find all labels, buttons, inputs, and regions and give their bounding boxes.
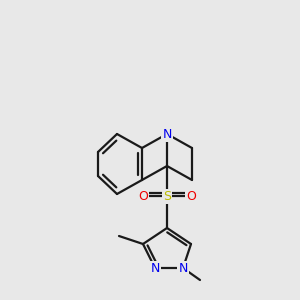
- Text: N: N: [178, 262, 188, 275]
- Text: N: N: [150, 262, 160, 275]
- Text: N: N: [162, 128, 172, 140]
- Text: S: S: [163, 190, 171, 202]
- Text: O: O: [186, 190, 196, 202]
- Text: O: O: [138, 190, 148, 202]
